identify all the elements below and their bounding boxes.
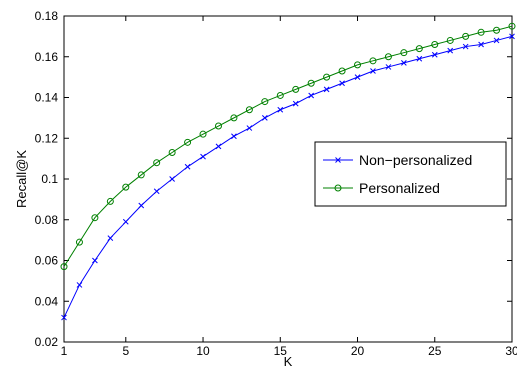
x-tick-label: 1 [61,344,68,358]
data-point-x-marker [509,33,515,40]
data-point-circle-marker [276,91,284,99]
data-point-x-marker [261,115,268,121]
data-point-circle-marker [446,36,454,44]
series-2 [60,22,516,271]
legend-label: Non−personalized [359,152,472,168]
data-point-circle-marker [477,28,485,36]
series-line [63,35,513,318]
legend-box [314,141,507,207]
y-tick-label: 0.12 [35,131,59,145]
x-tick-label: 25 [428,344,442,358]
data-point-x-marker [354,74,361,80]
data-point-circle-marker [384,53,392,61]
data-point-x-marker [370,68,376,74]
data-point-circle-marker [400,49,408,57]
data-point-circle-marker [153,159,161,167]
data-point-circle-marker [75,238,83,246]
legend-entry-1: Non−personalized [323,152,472,168]
y-tick-label: 0.02 [35,335,59,349]
data-point-x-marker [153,188,160,195]
y-tick-label: 0.14 [35,91,59,105]
y-tick-label: 0.1 [41,172,58,186]
data-point-circle-marker [91,214,99,222]
series-layer [60,22,516,321]
data-point-x-marker [308,92,315,99]
x-axis-title: K [284,354,293,368]
data-point-x-marker [493,37,500,44]
data-point-circle-marker [122,183,130,191]
data-point-x-marker [416,55,423,62]
y-axis-title: Recall@K [14,150,29,208]
data-point-circle-marker [415,45,423,53]
data-point-circle-marker [60,263,68,271]
y-tick-label: 0.18 [35,9,59,23]
data-point-x-marker [431,51,438,58]
data-point-x-marker [462,43,469,50]
x-tick-label: 30 [505,344,517,358]
data-point-x-marker [92,257,98,264]
series-1 [61,33,515,321]
data-point-x-marker [138,202,145,209]
data-point-circle-marker [245,106,253,114]
x-tick-label: 5 [122,344,129,358]
data-point-circle-marker [168,149,176,157]
x-tick-label: 20 [351,344,365,358]
data-point-x-marker [292,100,299,107]
legend-x-marker-icon [335,157,341,163]
data-point-x-marker [478,41,484,48]
data-point-circle-marker [137,171,145,179]
data-point-circle-marker [462,32,470,40]
axis-ticks: 1 5 10 15 20 25 300.020.040.060.080.10.120.140… [35,9,517,358]
data-point-x-marker [339,80,345,87]
data-point-circle-marker [493,26,501,34]
data-point-x-marker [215,143,222,150]
data-point-x-marker [122,218,129,225]
data-point-x-marker [200,153,206,160]
x-tick-label: 15 [274,344,288,358]
y-tick-label: 0.06 [35,254,59,268]
data-point-x-marker [169,176,175,182]
data-point-circle-marker [106,197,114,205]
data-point-x-marker [277,106,284,113]
data-point-circle-marker [338,67,346,75]
data-point-x-marker [107,235,114,241]
data-point-circle-marker [323,73,331,81]
data-point-x-marker [76,282,83,288]
data-point-circle-marker [431,41,439,49]
y-tick-label: 0.16 [35,50,59,64]
data-point-circle-marker [354,61,362,69]
data-point-circle-marker [230,114,238,122]
data-point-x-marker [401,60,407,66]
legend: Non−personalized Personalized [314,141,507,207]
data-point-circle-marker [184,138,192,146]
y-tick-label: 0.04 [35,294,59,308]
legend-entry-2: Personalized [323,180,440,196]
data-point-x-marker [385,64,392,70]
data-point-circle-marker [199,130,207,138]
legend-label: Personalized [359,180,440,196]
data-point-circle-marker [214,122,222,130]
data-point-circle-marker [508,22,516,30]
data-point-x-marker [184,163,191,170]
data-point-x-marker [61,314,67,321]
data-point-circle-marker [261,98,269,106]
data-point-x-marker [447,47,454,54]
x-tick-label: 10 [196,344,210,358]
data-point-circle-marker [307,79,315,87]
data-point-x-marker [246,125,253,131]
data-point-circle-marker [292,85,300,93]
legend-circle-marker-icon [334,184,342,192]
data-point-x-marker [231,133,237,140]
y-tick-label: 0.08 [35,213,59,227]
data-point-circle-marker [369,57,377,65]
data-point-x-marker [323,86,330,93]
